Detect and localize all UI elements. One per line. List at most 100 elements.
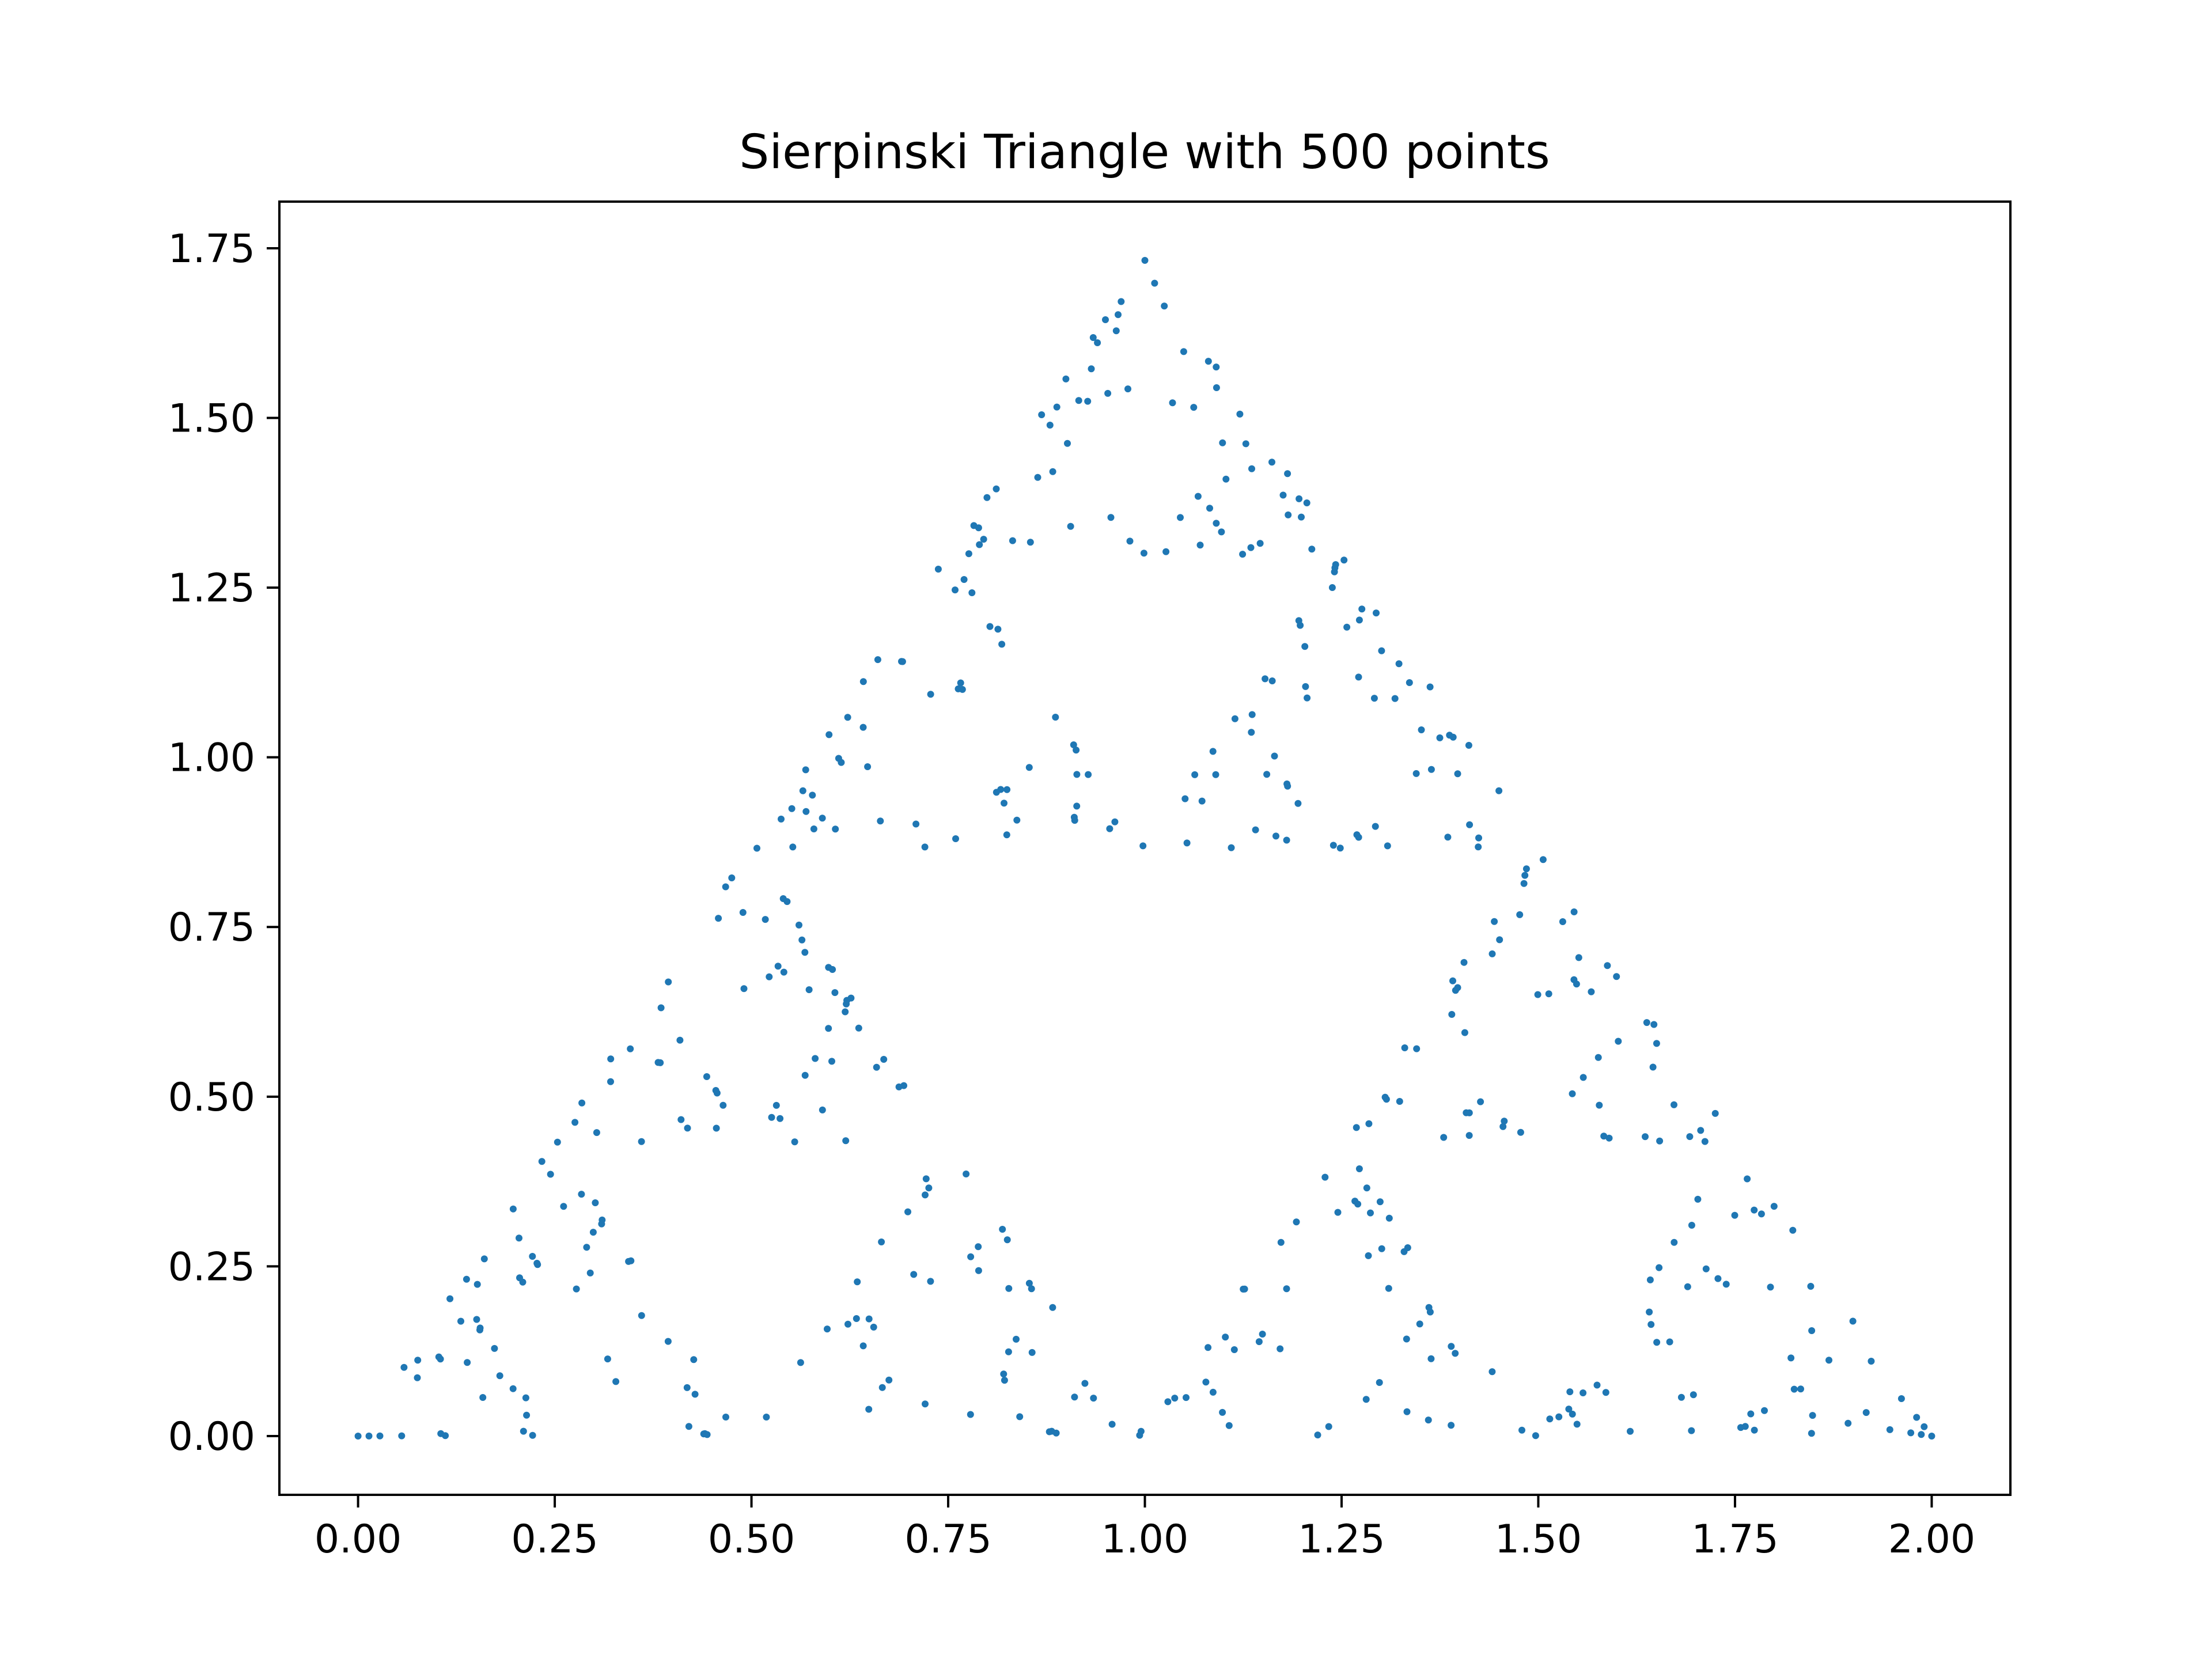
scatter-point <box>1790 1385 1798 1393</box>
scatter-point <box>975 1243 982 1251</box>
scatter-point <box>1580 1389 1587 1396</box>
scatter-point <box>516 1234 522 1242</box>
scatter-point <box>1259 1331 1266 1338</box>
scatter-point <box>1112 327 1120 335</box>
scatter-point <box>1013 1335 1020 1343</box>
scatter-point <box>1194 493 1202 500</box>
scatter-point <box>1809 1412 1816 1419</box>
scatter-point <box>1248 465 1255 472</box>
scatter-point <box>1646 1276 1654 1283</box>
scatter-point <box>922 1400 929 1408</box>
scatter-point <box>1844 1419 1852 1427</box>
scatter-point <box>1046 422 1054 429</box>
scatter-point <box>1262 675 1269 683</box>
scatter-point <box>578 1099 586 1107</box>
scatter-point <box>819 815 826 822</box>
scatter-point <box>952 586 959 594</box>
scatter-point <box>1067 522 1074 530</box>
scatter-point <box>1049 468 1056 475</box>
scatter-point <box>1218 528 1225 536</box>
scatter-point <box>354 1433 362 1440</box>
scatter-point <box>801 949 809 956</box>
scatter-point <box>1073 802 1081 810</box>
scatter-point <box>1196 541 1204 549</box>
scatter-point <box>1230 1346 1238 1353</box>
scatter-point <box>998 641 1006 648</box>
scatter-point <box>922 1175 930 1183</box>
scatter-point <box>713 1124 720 1132</box>
scatter-point <box>1198 797 1206 805</box>
scatter-point <box>1694 1195 1702 1203</box>
scatter-point <box>1416 1320 1423 1328</box>
scatter-point <box>457 1317 464 1325</box>
y-tick-label: 0.50 <box>168 1075 255 1120</box>
scatter-point <box>554 1138 561 1146</box>
y-tick-label: 0.00 <box>168 1414 255 1460</box>
scatter-point <box>1283 836 1290 844</box>
scatter-point <box>1566 1388 1574 1396</box>
scatter-point <box>1181 795 1189 802</box>
scatter-point <box>1907 1429 1915 1437</box>
scatter-point <box>934 566 942 573</box>
scatter-point <box>1897 1395 1905 1402</box>
scatter-point <box>1205 358 1212 365</box>
scatter-point <box>522 1394 529 1402</box>
scatter-point <box>1403 1335 1410 1343</box>
scatter-point <box>1073 747 1080 754</box>
scatter-point <box>1277 1345 1284 1353</box>
scatter-point <box>1384 842 1391 850</box>
scatter-point <box>1303 499 1310 506</box>
scatter-point <box>1088 365 1095 373</box>
scatter-point <box>1277 1238 1285 1246</box>
scatter-point <box>1219 439 1226 446</box>
scatter-point <box>1205 1344 1212 1351</box>
x-axis: 0.00 0.25 0.50 0.75 1.00 1.25 1.50 1.75 2.00 <box>315 1495 1975 1562</box>
x-tick-label: 2.00 <box>1888 1517 1975 1562</box>
scatter-point <box>1268 459 1275 466</box>
scatter-point <box>1534 991 1541 998</box>
scatter-point <box>1294 800 1302 807</box>
scatter-point <box>859 1342 867 1350</box>
scatter-point <box>1418 726 1425 733</box>
scatter-point <box>1761 1407 1768 1414</box>
scatter-point <box>1225 1422 1233 1429</box>
scatter-point <box>768 1113 775 1121</box>
scatter-point <box>657 1059 664 1066</box>
scatter-point <box>1034 474 1041 481</box>
scatter-point <box>1330 842 1337 849</box>
scatter-point <box>690 1356 698 1363</box>
scatter-point <box>1363 1184 1370 1192</box>
scatter-point <box>1328 584 1336 591</box>
scatter-point <box>1565 1406 1573 1413</box>
scatter-point <box>1688 1222 1695 1229</box>
scatter-point <box>1293 1218 1300 1226</box>
scatter-point <box>967 1253 975 1260</box>
scatter-point <box>1886 1426 1893 1433</box>
scatter-point <box>1539 856 1547 863</box>
scatter-point <box>766 973 773 980</box>
scatter-point <box>1448 1422 1455 1429</box>
scatter-point <box>703 1073 710 1080</box>
scatter-point <box>1684 1283 1691 1290</box>
scatter-point <box>1849 1317 1857 1325</box>
chart-title: Sierpinski Triangle with 500 points <box>739 125 1550 180</box>
scatter-point <box>664 1338 672 1345</box>
scatter-point <box>1767 1283 1774 1291</box>
scatter-point <box>1365 1252 1372 1259</box>
scatter-point <box>1642 1133 1649 1141</box>
scatter-point <box>571 1119 579 1126</box>
scatter-point <box>715 915 722 922</box>
scatter-point <box>865 1315 873 1323</box>
scatter-point <box>825 731 833 738</box>
scatter-point <box>474 1281 481 1288</box>
scatter-point <box>476 1326 483 1334</box>
scatter-point <box>1413 1045 1421 1052</box>
scatter-point <box>442 1432 449 1440</box>
scatter-point <box>1656 1264 1663 1271</box>
scatter-point <box>1213 384 1220 391</box>
scatter-point <box>864 763 872 770</box>
scatter-point <box>1545 990 1552 998</box>
scatter-point <box>1789 1226 1797 1234</box>
scatter-point <box>1028 1349 1036 1356</box>
scatter-point <box>1236 410 1244 418</box>
